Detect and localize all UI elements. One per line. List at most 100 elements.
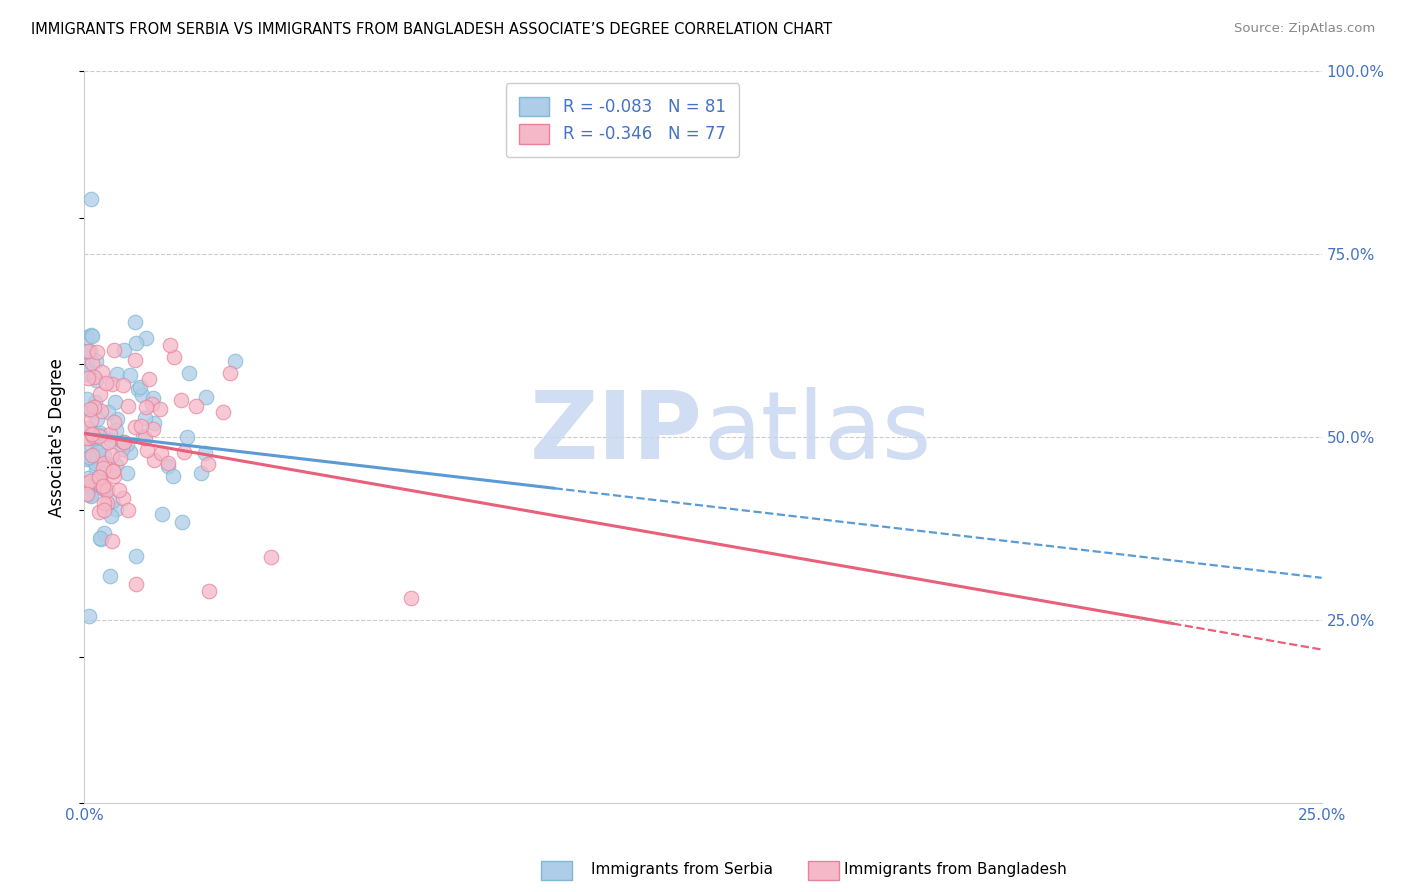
Point xyxy=(129,380,152,394)
Point xyxy=(103,415,125,429)
Point xyxy=(86,411,108,425)
Point xyxy=(100,494,122,508)
Point xyxy=(76,475,98,490)
Point xyxy=(87,473,110,487)
Point xyxy=(89,387,111,401)
Point xyxy=(93,479,115,493)
Point xyxy=(76,487,98,501)
Point xyxy=(76,421,98,435)
Legend: R = -0.083   N = 81, R = -0.346   N = 77: R = -0.083 N = 81, R = -0.346 N = 77 xyxy=(506,83,740,157)
Point xyxy=(111,377,134,392)
Point xyxy=(89,427,111,442)
Point xyxy=(101,448,124,462)
Point xyxy=(98,569,121,583)
Point xyxy=(93,526,115,541)
Point xyxy=(76,358,98,372)
Point xyxy=(84,373,107,387)
Point xyxy=(100,534,122,549)
Point xyxy=(100,508,122,523)
Point xyxy=(90,467,112,482)
Point xyxy=(86,345,108,359)
Point xyxy=(142,422,165,436)
Text: IMMIGRANTS FROM SERBIA VS IMMIGRANTS FROM BANGLADESH ASSOCIATE’S DEGREE CORRELAT: IMMIGRANTS FROM SERBIA VS IMMIGRANTS FRO… xyxy=(31,22,832,37)
Text: Immigrants from Bangladesh: Immigrants from Bangladesh xyxy=(844,863,1066,877)
Point xyxy=(219,366,242,380)
Point xyxy=(124,576,146,591)
Point xyxy=(118,444,141,458)
Point xyxy=(224,354,246,368)
Point xyxy=(83,369,105,384)
Point xyxy=(83,400,105,414)
Point xyxy=(84,354,107,368)
Point xyxy=(112,491,135,505)
Point xyxy=(194,446,217,460)
Point xyxy=(97,404,120,418)
Point xyxy=(83,395,105,409)
Point xyxy=(108,451,131,466)
Point xyxy=(80,404,103,418)
Point xyxy=(177,366,200,380)
Point xyxy=(79,402,101,417)
Point xyxy=(82,402,104,417)
Point xyxy=(170,393,193,408)
Point xyxy=(135,331,157,345)
Text: Immigrants from Serbia: Immigrants from Serbia xyxy=(591,863,772,877)
Point xyxy=(93,456,115,470)
Point xyxy=(80,413,103,427)
Point xyxy=(76,431,98,445)
Point xyxy=(76,486,98,500)
Point xyxy=(87,470,110,484)
Point xyxy=(135,400,157,414)
Point xyxy=(125,549,148,564)
Point xyxy=(91,481,114,495)
Point xyxy=(90,532,112,546)
Point xyxy=(84,456,107,470)
Point xyxy=(115,466,138,480)
Point xyxy=(173,445,195,459)
Point xyxy=(82,427,104,442)
Point xyxy=(127,382,149,396)
Point xyxy=(131,419,153,434)
Point xyxy=(87,429,110,443)
Point xyxy=(96,496,118,510)
Point xyxy=(98,458,121,473)
Point xyxy=(197,458,219,472)
Point xyxy=(176,430,198,444)
Point xyxy=(86,444,108,458)
Point xyxy=(103,464,125,478)
Point xyxy=(111,442,134,457)
Point xyxy=(124,335,146,350)
Point xyxy=(89,426,111,441)
Point xyxy=(76,344,98,359)
Point xyxy=(260,550,283,565)
Point xyxy=(76,452,98,467)
Point xyxy=(91,460,114,475)
Point xyxy=(96,483,118,497)
Point xyxy=(79,343,101,358)
Point xyxy=(89,505,111,519)
Point xyxy=(77,431,100,445)
Point xyxy=(156,458,179,473)
Text: Source: ZipAtlas.com: Source: ZipAtlas.com xyxy=(1234,22,1375,36)
Point xyxy=(80,489,103,503)
Point xyxy=(90,403,112,417)
Point xyxy=(150,507,173,521)
Y-axis label: Associate's Degree: Associate's Degree xyxy=(48,358,66,516)
Point xyxy=(80,425,103,440)
Point xyxy=(212,404,235,418)
Point xyxy=(150,446,173,460)
Point xyxy=(90,365,112,379)
Point xyxy=(76,367,98,381)
Point xyxy=(101,464,124,478)
Point xyxy=(97,434,120,449)
Point xyxy=(79,479,101,493)
Point xyxy=(132,429,155,443)
Point xyxy=(79,474,101,488)
Point xyxy=(77,609,100,624)
Point xyxy=(131,387,153,401)
Point xyxy=(105,501,128,516)
Point xyxy=(79,424,101,438)
Point xyxy=(124,419,146,434)
Point xyxy=(94,483,117,497)
Point xyxy=(157,456,180,470)
